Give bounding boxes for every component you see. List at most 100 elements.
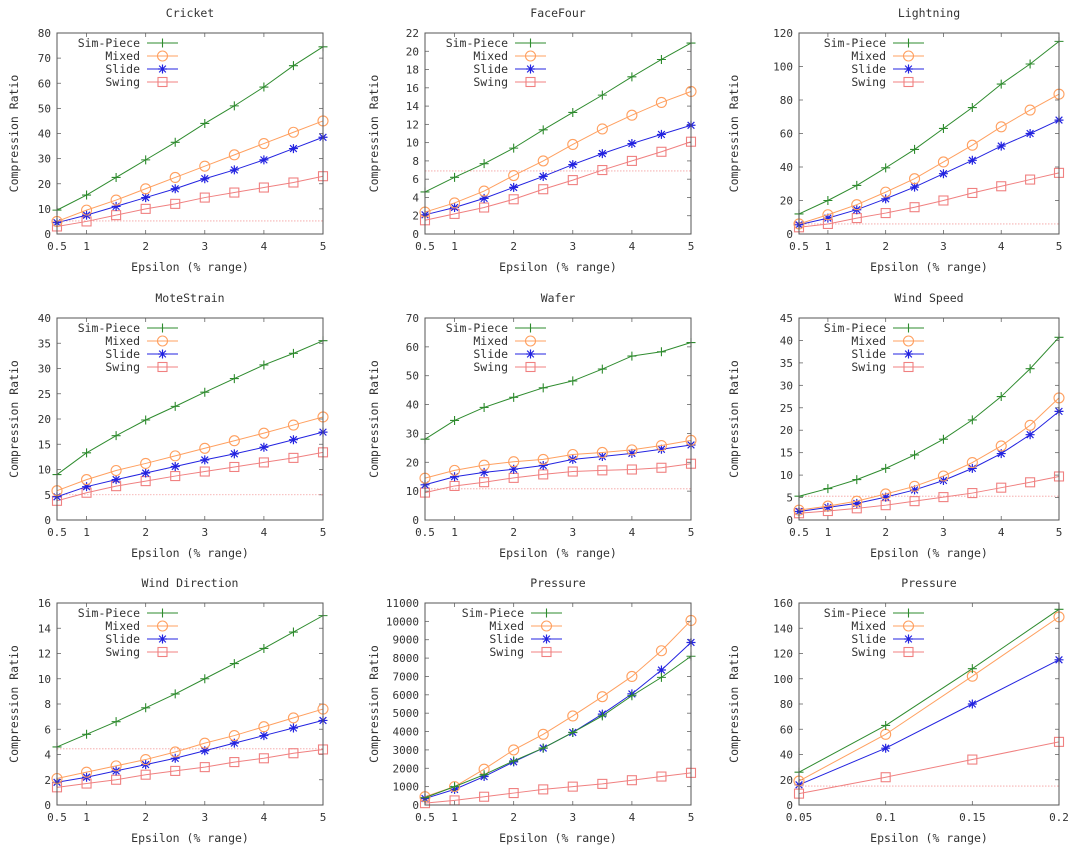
data-point (258, 457, 269, 468)
series-slide (420, 440, 696, 490)
x-tick-label: 5 (688, 811, 695, 824)
y-tick-label: 40 (406, 399, 419, 412)
data-point (170, 689, 180, 699)
data-point (655, 439, 667, 452)
x-tick-label: 0.05 (786, 811, 813, 824)
data-point (259, 360, 269, 370)
legend-label: Sim-Piece (462, 606, 524, 620)
legend-marker (156, 50, 169, 62)
y-tick-label: 120 (773, 27, 793, 40)
plot-frame (424, 602, 692, 806)
data-point (258, 721, 270, 733)
plot-frame (424, 317, 692, 521)
series-line (424, 655, 692, 799)
series-line (56, 748, 324, 788)
data-point (1025, 174, 1036, 185)
data-point (199, 160, 211, 172)
data-point (229, 187, 240, 198)
data-point (200, 455, 210, 465)
legend-label: Swing (105, 360, 140, 374)
data-point (258, 753, 269, 764)
data-point (478, 459, 490, 471)
y-axis-label: Compression Ratio (727, 645, 741, 763)
data-point (881, 194, 891, 204)
x-tick-label: 4 (998, 526, 1005, 539)
y-tick-label: 16 (38, 597, 51, 610)
chart-title: FaceFour (530, 6, 585, 20)
series-line (424, 91, 692, 213)
data-point (627, 351, 637, 361)
legend-label: Swing (851, 75, 886, 89)
data-point (140, 183, 152, 195)
data-point (538, 383, 548, 393)
legend-marker (158, 608, 167, 618)
data-point (1025, 59, 1035, 69)
legend-marker (524, 335, 537, 347)
legend-marker (540, 620, 553, 632)
y-tick-label: 5 (44, 489, 51, 502)
y-tick-label: 0 (786, 799, 793, 812)
legend-label: Slide (851, 632, 886, 646)
legend-marker (525, 361, 536, 373)
legend-marker (526, 38, 535, 48)
x-tick-label: 5 (1056, 526, 1063, 539)
y-tick-label: 15 (38, 438, 51, 451)
y-tick-label: 4 (412, 191, 419, 204)
data-point (508, 194, 519, 205)
x-tick-label: 1 (83, 526, 90, 539)
data-point (995, 440, 1007, 452)
y-tick-label: 12 (38, 648, 51, 661)
data-point (626, 444, 638, 456)
data-point (597, 778, 608, 789)
legend-label: Slide (105, 62, 140, 76)
data-point (141, 193, 151, 203)
x-tick-label: 5 (688, 526, 695, 539)
y-tick-label: 7000 (393, 670, 420, 683)
y-tick-label: 16 (406, 82, 419, 95)
data-point (967, 155, 977, 165)
data-point (199, 192, 210, 203)
data-point (909, 480, 921, 492)
data-point (509, 143, 519, 153)
series-sim-piece (794, 604, 1064, 777)
legend-label: Swing (105, 645, 140, 659)
data-point (881, 492, 891, 502)
series-sim-piece (52, 336, 328, 480)
plot-frame (56, 602, 324, 806)
data-point (966, 139, 978, 151)
data-point (596, 123, 608, 135)
series-swing (419, 458, 697, 498)
y-tick-label: 60 (780, 128, 793, 141)
data-point (170, 753, 180, 763)
series-swing (51, 744, 329, 793)
legend-marker (156, 620, 169, 632)
series-slide (52, 427, 328, 502)
subplot-motestrain: MoteStrain 0 5 10 15 20 25 30 35 40 0.5 1 2 3 4 5 Epsilo… (7, 291, 329, 560)
data-point (567, 138, 579, 151)
data-point (597, 164, 608, 176)
y-tick-label: 25 (780, 402, 793, 415)
data-point (597, 465, 608, 476)
data-point (656, 771, 667, 782)
series-line (798, 616, 1060, 782)
legend-marker (525, 76, 536, 88)
series-line (798, 741, 1060, 795)
data-point (81, 474, 93, 486)
series-line (56, 416, 324, 492)
legend-marker (526, 323, 535, 333)
series-line (798, 93, 1060, 225)
x-tick-label: 2 (142, 526, 149, 539)
data-point (479, 477, 490, 488)
data-point (852, 475, 862, 485)
y-tick-label: 10 (406, 485, 419, 498)
y-tick-label: 18 (406, 64, 419, 77)
y-tick-label: 0 (44, 514, 51, 527)
data-point (627, 691, 637, 701)
x-tick-label: 4 (261, 240, 268, 253)
series-swing (793, 736, 1065, 799)
series-mixed (419, 614, 697, 803)
legend-label: Sim-Piece (78, 321, 140, 335)
x-tick-label: 0.2 (1049, 811, 1069, 824)
y-tick-label: 9000 (393, 634, 420, 647)
